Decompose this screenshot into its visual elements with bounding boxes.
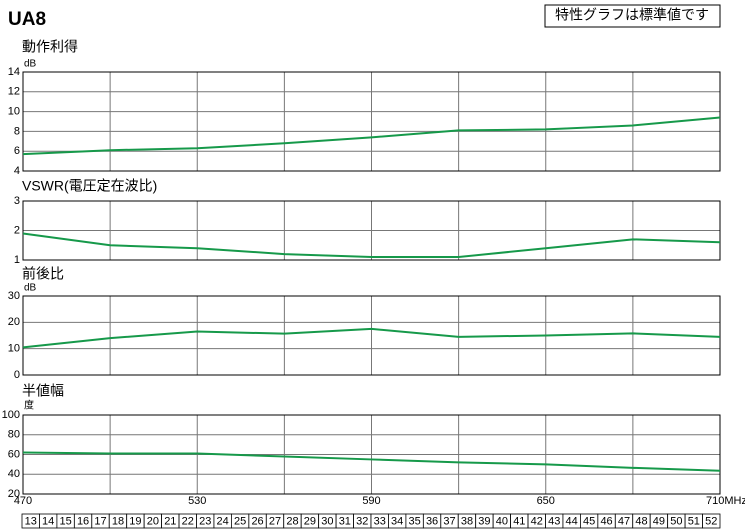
channel-label: 25 — [234, 515, 246, 527]
y-tick-label: 80 — [8, 429, 20, 441]
y-tick-label: 14 — [8, 66, 20, 78]
y-tick-label: 20 — [8, 316, 20, 328]
channel-label: 26 — [251, 515, 263, 527]
y-unit: 度 — [24, 399, 34, 412]
y-tick-label: 2 — [14, 224, 20, 236]
channel-label: 49 — [653, 515, 665, 527]
y-unit: dB — [24, 59, 37, 70]
data-line — [22, 116, 721, 156]
note: 特性グラフは標準値です — [555, 7, 709, 23]
channel-label: 43 — [548, 515, 560, 527]
data-line — [22, 451, 721, 472]
panel-title: 前後比 — [22, 266, 64, 282]
channel-label: 30 — [321, 515, 333, 527]
channel-label: 38 — [461, 515, 473, 527]
note-box — [544, 4, 721, 28]
channel-label: 51 — [688, 515, 700, 527]
channel-label: 29 — [304, 515, 316, 527]
channel-label: 45 — [583, 515, 595, 527]
panel-title: 動作利得 — [22, 39, 78, 55]
channel-label: 22 — [182, 515, 194, 527]
channel-label: 44 — [566, 515, 578, 527]
channel-label: 42 — [531, 515, 543, 527]
channel-label: 37 — [443, 515, 455, 527]
channel-label: 21 — [164, 515, 176, 527]
y-tick-label: 12 — [8, 86, 20, 98]
channel-label: 41 — [513, 515, 525, 527]
channel-label: 19 — [129, 515, 141, 527]
x-tick-label: 590 — [362, 495, 380, 507]
plot-frame — [22, 200, 721, 261]
channel-label: 39 — [478, 515, 490, 527]
channel-label: 50 — [670, 515, 682, 527]
channel-label: 40 — [496, 515, 508, 527]
y-tick-label: 20 — [8, 488, 20, 500]
y-tick-label: 1 — [14, 254, 20, 266]
channel-label: 20 — [147, 515, 159, 527]
panel-title: 半値幅 — [22, 383, 64, 399]
channel-label: 23 — [199, 515, 211, 527]
channel-label: 14 — [42, 515, 54, 527]
y-tick-label: 3 — [14, 195, 20, 207]
panel-title: VSWR(電圧定在波比) — [22, 178, 157, 194]
x-tick-label: 650 — [537, 495, 555, 507]
plot-frame — [22, 295, 721, 376]
channel-label: 17 — [94, 515, 106, 527]
channel-label: 13 — [25, 515, 37, 527]
x-tick-label: 530 — [188, 495, 206, 507]
data-line — [22, 327, 721, 349]
channel-label: 24 — [217, 515, 229, 527]
channel-label: 16 — [77, 515, 89, 527]
y-tick-label: 10 — [8, 106, 20, 118]
page-title: UA8 — [8, 9, 46, 30]
plot-frame — [22, 414, 721, 495]
channel-label: 35 — [409, 515, 421, 527]
data-line — [22, 232, 721, 259]
channel-label: 48 — [635, 515, 647, 527]
y-tick-label: 0 — [14, 369, 20, 381]
x-tick-label: 470 — [14, 495, 32, 507]
y-tick-label: 10 — [8, 343, 20, 355]
x-tick-label: 710MHz — [706, 495, 745, 507]
y-tick-label: 6 — [14, 145, 20, 157]
y-tick-label: 4 — [14, 165, 20, 177]
channel-label: 47 — [618, 515, 630, 527]
y-tick-label: 40 — [8, 468, 20, 480]
channel-label: 31 — [339, 515, 351, 527]
channel-label: 28 — [286, 515, 298, 527]
channel-label: 34 — [391, 515, 403, 527]
channel-label: 18 — [112, 515, 124, 527]
channel-cell — [702, 513, 721, 529]
channel-label: 36 — [426, 515, 438, 527]
y-tick-label: 30 — [8, 290, 20, 302]
plot-frame — [22, 71, 721, 172]
channel-label: 52 — [705, 515, 717, 527]
y-unit: dB — [24, 283, 37, 294]
y-tick-label: 60 — [8, 448, 20, 460]
channel-label: 46 — [600, 515, 612, 527]
channel-label: 32 — [356, 515, 368, 527]
channel-label: 15 — [60, 515, 72, 527]
y-tick-label: 100 — [2, 409, 20, 421]
channel-label: 33 — [374, 515, 386, 527]
channel-label: 27 — [269, 515, 281, 527]
y-tick-label: 8 — [14, 125, 20, 137]
